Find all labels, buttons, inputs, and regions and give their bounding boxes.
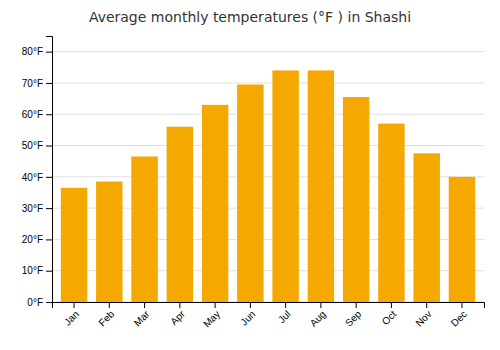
tick: 70°F bbox=[22, 78, 52, 89]
tick: 20°F bbox=[22, 234, 52, 245]
tick-mark bbox=[46, 271, 52, 272]
tick-mark bbox=[426, 302, 427, 308]
bar bbox=[202, 105, 228, 302]
tick-label: Jun bbox=[238, 308, 257, 327]
tick-label: 20°F bbox=[22, 234, 43, 245]
tick-mark bbox=[250, 302, 251, 308]
bar bbox=[167, 127, 193, 302]
grid-line bbox=[52, 145, 484, 146]
tick: Mar bbox=[132, 302, 152, 328]
bar bbox=[378, 124, 404, 302]
tick-mark bbox=[46, 208, 52, 209]
bar bbox=[413, 153, 439, 302]
tick-mark bbox=[461, 302, 462, 308]
tick-label: 80°F bbox=[22, 46, 43, 57]
y-axis: 0°F 10°F 20°F 30°F 40°F 50°F 60°F 70°F 80°F bbox=[22, 37, 53, 308]
grid bbox=[52, 52, 484, 302]
tick-mark bbox=[144, 302, 145, 308]
tick: Feb bbox=[96, 302, 116, 328]
bar bbox=[61, 188, 87, 302]
tick: Apr bbox=[168, 302, 187, 327]
tick-mark bbox=[285, 302, 286, 308]
axis-line bbox=[53, 303, 485, 309]
tick-label: Jul bbox=[276, 308, 293, 325]
tick-label: May bbox=[201, 308, 222, 329]
tick-label: Feb bbox=[96, 308, 116, 328]
tick-mark bbox=[215, 302, 216, 308]
grid-line bbox=[52, 114, 484, 115]
tick: Dec bbox=[449, 302, 469, 329]
tick-label: Jan bbox=[62, 308, 81, 327]
tick-label: 50°F bbox=[22, 140, 43, 151]
axis-line bbox=[46, 37, 53, 303]
bar bbox=[131, 156, 157, 302]
tick: Aug bbox=[308, 302, 328, 329]
tick: Jan bbox=[62, 302, 81, 328]
tick-label: Oct bbox=[380, 308, 399, 327]
tick-mark bbox=[46, 177, 52, 178]
bar bbox=[272, 70, 298, 302]
tick-mark bbox=[46, 302, 52, 303]
tick: Sep bbox=[343, 302, 364, 329]
tick: Oct bbox=[380, 302, 399, 327]
tick-mark bbox=[391, 302, 392, 308]
tick: Jul bbox=[276, 302, 293, 325]
tick-label: 40°F bbox=[22, 172, 43, 183]
tick-label: Nov bbox=[413, 308, 433, 328]
plot-area: 0°F 10°F 20°F 30°F 40°F 50°F 60°F 70°F 80°F Jan Fe… bbox=[22, 37, 485, 330]
tick-label: Sep bbox=[343, 308, 364, 329]
title: Average monthly temperatures (°F ) in Sh… bbox=[89, 9, 411, 25]
tick: Jun bbox=[238, 302, 257, 328]
chart: 0°F 10°F 20°F 30°F 40°F 50°F 60°F 70°F 80°F Jan Fe… bbox=[0, 0, 500, 350]
tick-mark bbox=[46, 52, 52, 53]
tick: 40°F bbox=[22, 172, 52, 183]
bar bbox=[308, 70, 334, 302]
tick: 30°F bbox=[22, 203, 52, 214]
tick: 60°F bbox=[22, 109, 52, 120]
bars bbox=[61, 70, 475, 302]
tick-mark bbox=[46, 239, 52, 240]
tick-mark bbox=[109, 302, 110, 308]
tick-label: Aug bbox=[308, 308, 328, 328]
tick-mark bbox=[74, 302, 75, 308]
bar bbox=[343, 97, 369, 302]
tick: 0°F bbox=[27, 297, 52, 308]
tick-label: Mar bbox=[132, 308, 152, 328]
tick-label: 0°F bbox=[27, 297, 43, 308]
tick-label: 10°F bbox=[22, 265, 43, 276]
tick-mark bbox=[179, 302, 180, 308]
tick-mark bbox=[356, 302, 357, 308]
tick-mark bbox=[320, 302, 321, 308]
bar bbox=[96, 182, 122, 302]
tick-label: Apr bbox=[168, 308, 187, 327]
tick-label: 30°F bbox=[22, 203, 43, 214]
tick-mark bbox=[46, 83, 52, 84]
tick-mark bbox=[46, 114, 52, 115]
tick: 50°F bbox=[22, 140, 52, 151]
x-axis: Jan Feb Mar Apr May Jun Jul Aug Sep Oct Nov Dec bbox=[53, 302, 485, 330]
tick-mark bbox=[46, 146, 52, 147]
tick-label: 60°F bbox=[22, 109, 43, 120]
tick: Nov bbox=[413, 302, 433, 329]
tick: 10°F bbox=[22, 265, 52, 276]
tick-label: Dec bbox=[449, 308, 469, 328]
tick: May bbox=[201, 302, 222, 330]
grid-line bbox=[52, 51, 484, 52]
tick: 80°F bbox=[22, 46, 52, 57]
tick-label: 70°F bbox=[22, 78, 43, 89]
grid-line bbox=[52, 82, 484, 83]
bar bbox=[449, 177, 475, 302]
bar bbox=[237, 85, 263, 302]
